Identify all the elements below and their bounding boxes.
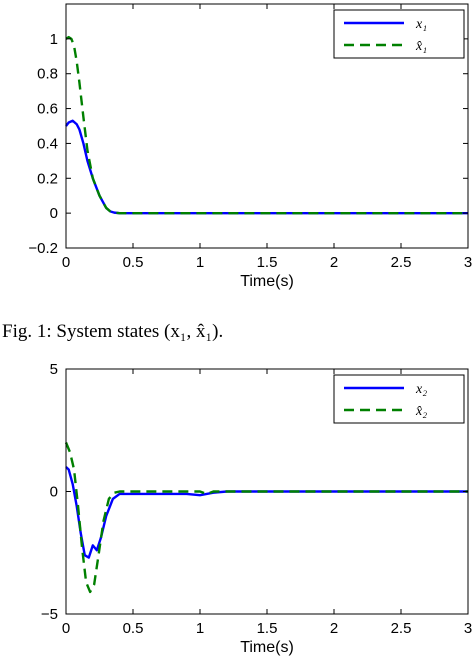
- legend-box: [333, 374, 465, 424]
- x-tick-label: 1: [196, 620, 204, 637]
- x-axis-label: Time(s): [240, 639, 294, 656]
- x-tick-label: 3: [464, 620, 472, 637]
- y-tick-label: 0.8: [37, 66, 58, 83]
- y-tick-label: 0: [50, 205, 58, 222]
- x-tick-label: 2: [330, 254, 338, 271]
- series-line-estimate: [64, 442, 468, 594]
- y-tick-label: −0.2: [28, 240, 58, 257]
- chart-panel-states-x1: 0 0.5 1 1.5 2 2.5 3−0.200.20.40.60.81Time(s)x₁…: [28, 3, 472, 290]
- y-tick-label: 1: [50, 31, 58, 48]
- x-axis-label: Time(s): [240, 273, 294, 290]
- y-tick-label: 0.4: [37, 135, 58, 152]
- x-tick-label: 3: [464, 254, 472, 271]
- legend-label: x̂₁: [415, 39, 427, 54]
- legend-box: [333, 9, 465, 59]
- x-tick-label: 1.5: [257, 254, 278, 271]
- y-tick-label: −5: [41, 606, 58, 623]
- x-tick-label: 2: [330, 620, 338, 637]
- x-tick-label: 0.5: [123, 254, 144, 271]
- x-tick-label: 0: [62, 620, 70, 637]
- series-line-state: [65, 119, 468, 215]
- legend-label: x₁: [415, 17, 427, 32]
- figure-caption: Fig. 1: System states (x₁, x̂₁).: [2, 321, 223, 342]
- x-tick-label: 0: [62, 254, 70, 271]
- y-tick-label: 0.6: [37, 101, 58, 118]
- x-tick-label: 1.5: [257, 620, 278, 637]
- legend: x₂ x̂₂: [333, 374, 465, 424]
- x-tick-label: 0.5: [123, 620, 144, 637]
- y-tick-label: 5: [50, 361, 58, 378]
- series-line-state: [65, 466, 468, 559]
- y-tick-label: 0: [50, 484, 58, 501]
- x-tick-label: 1: [196, 254, 204, 271]
- legend-label: x₂: [415, 382, 427, 397]
- x-tick-label: 2.5: [391, 620, 412, 637]
- y-tick-label: 0.2: [37, 170, 58, 187]
- series-line-estimate: [65, 35, 468, 215]
- legend-label: x̂₂: [415, 404, 427, 419]
- x-tick-label: 2.5: [391, 254, 412, 271]
- legend: x₁ x̂₁: [333, 9, 465, 59]
